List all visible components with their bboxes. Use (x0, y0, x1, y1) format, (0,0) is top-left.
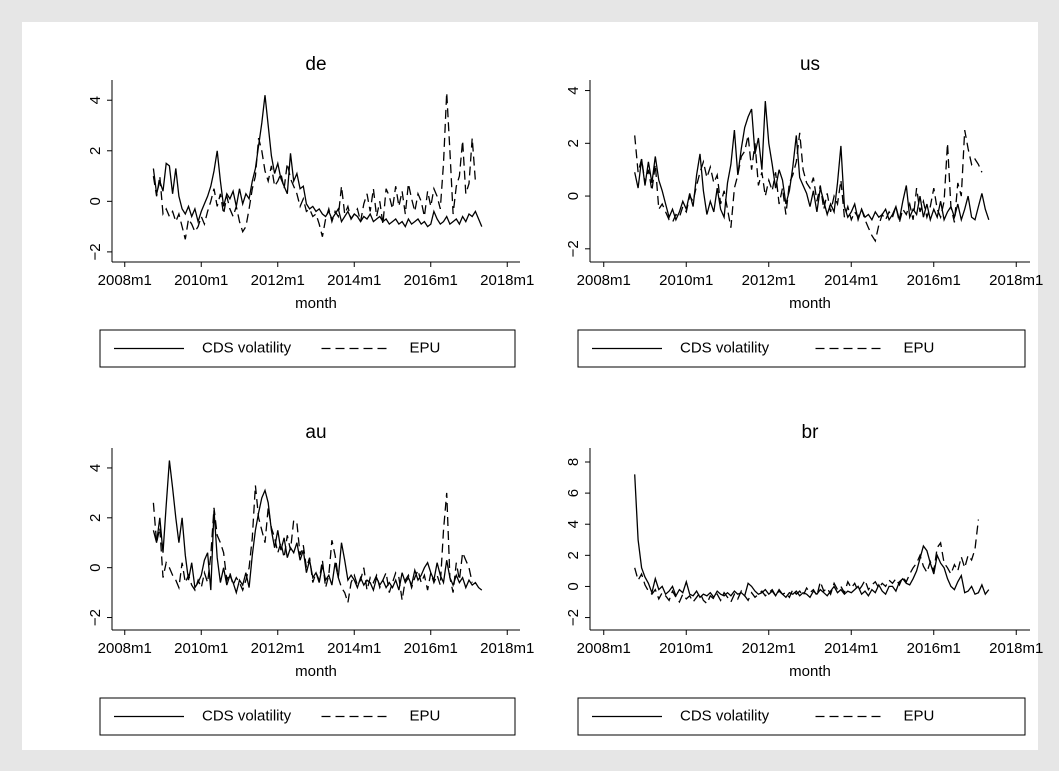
x-tick-label: 2010m1 (174, 272, 228, 289)
x-tick-label: 2016m1 (907, 272, 961, 289)
x-axis-label: month (789, 295, 831, 312)
y-tick-label: 6 (565, 489, 582, 497)
legend-box (577, 329, 1026, 368)
plot-region (590, 448, 1030, 630)
y-tick-label: 2 (565, 551, 582, 559)
series-line (152, 92, 477, 240)
x-tick-label: 2008m1 (98, 640, 152, 657)
x-tick-label: 2012m1 (742, 640, 796, 657)
x-tick-label: 2010m1 (659, 640, 713, 657)
panel-title: us (800, 54, 820, 75)
y-tick-label: 2 (565, 139, 582, 147)
x-axis-label: month (295, 295, 337, 312)
x-tick-label: 2018m1 (480, 640, 534, 657)
panel-title: au (305, 422, 326, 443)
x-tick-label: 2010m1 (659, 272, 713, 289)
legend-label: EPU (410, 339, 441, 356)
legend-label: CDS volatility (680, 339, 770, 356)
panel-title: de (305, 54, 326, 75)
plot-region (112, 448, 520, 630)
panel: br −2 0 2 4 6 8 2008m1 2010m1 2012m1 2014m1 2016m1 2… (565, 422, 1043, 736)
legend-label: EPU (904, 707, 935, 724)
y-tick-label: 0 (565, 192, 582, 200)
plot-region (590, 80, 1030, 262)
panel: au −2 0 2 4 2008m1 2010m1 2012m1 2014m1 2016m1 201… (87, 422, 534, 736)
y-tick-label: 4 (87, 96, 104, 104)
series-line (152, 95, 483, 229)
x-tick-label: 2016m1 (404, 272, 458, 289)
y-tick-label: −2 (565, 240, 582, 257)
y-tick-label: −2 (565, 609, 582, 626)
panel: us −2 0 2 4 2008m1 2010m1 2012m1 2014m1 2016m1 201… (565, 54, 1043, 368)
legend-label: CDS volatility (202, 707, 292, 724)
x-tick-label: 2008m1 (98, 272, 152, 289)
series-line (634, 101, 990, 223)
legend-label: CDS volatility (202, 339, 292, 356)
y-tick-label: 0 (565, 582, 582, 590)
legend-label: CDS volatility (680, 707, 770, 724)
y-tick-label: 0 (87, 197, 104, 205)
x-tick-label: 2008m1 (577, 272, 631, 289)
y-tick-label: −2 (87, 243, 104, 260)
series-line (634, 474, 990, 599)
x-tick-label: 2008m1 (577, 640, 631, 657)
x-tick-label: 2012m1 (251, 640, 305, 657)
panel: de −2 0 2 4 2008m1 2010m1 2012m1 2014m1 2016m1 201… (87, 54, 534, 368)
x-tick-label: 2018m1 (989, 640, 1043, 657)
legend-label: EPU (410, 707, 441, 724)
y-tick-label: 2 (87, 514, 104, 522)
x-tick-label: 2014m1 (327, 640, 381, 657)
x-tick-label: 2018m1 (989, 272, 1043, 289)
y-tick-label: 4 (565, 520, 582, 528)
y-tick-label: 0 (87, 563, 104, 571)
plot-region (112, 80, 520, 262)
y-tick-label: 4 (87, 464, 104, 472)
x-tick-label: 2014m1 (824, 272, 878, 289)
legend-label: EPU (904, 339, 935, 356)
x-tick-label: 2016m1 (907, 640, 961, 657)
x-tick-label: 2010m1 (174, 640, 228, 657)
y-tick-label: 8 (565, 458, 582, 466)
x-tick-label: 2016m1 (404, 640, 458, 657)
x-tick-label: 2012m1 (251, 272, 305, 289)
x-tick-label: 2012m1 (742, 272, 796, 289)
y-tick-label: 2 (87, 147, 104, 155)
x-tick-label: 2014m1 (327, 272, 381, 289)
x-axis-label: month (789, 663, 831, 680)
panel-title: br (802, 422, 820, 443)
y-tick-label: 4 (565, 86, 582, 94)
x-tick-label: 2014m1 (824, 640, 878, 657)
series-line (634, 519, 980, 605)
series-line (634, 129, 983, 243)
x-tick-label: 2018m1 (480, 272, 534, 289)
y-tick-label: −2 (87, 609, 104, 626)
x-axis-label: month (295, 663, 337, 680)
series-line (152, 485, 473, 603)
